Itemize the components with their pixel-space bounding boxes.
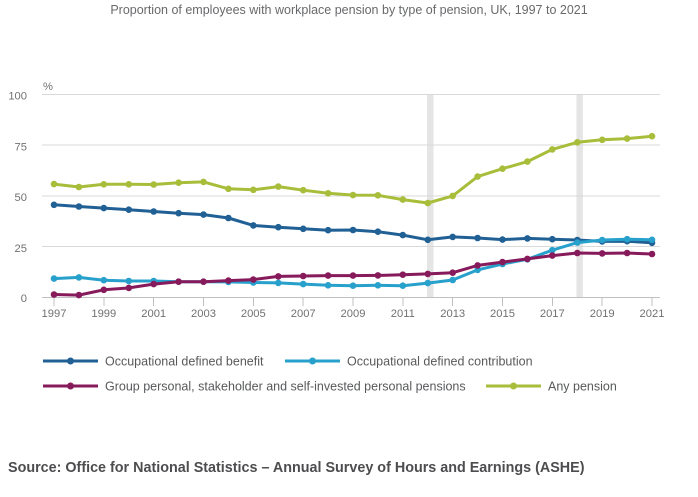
svg-text:Any pension: Any pension [548,379,617,393]
svg-text:1997: 1997 [42,308,67,320]
svg-text:2015: 2015 [490,308,515,320]
svg-text:100: 100 [8,91,27,103]
svg-text:Occupational defined benefit: Occupational defined benefit [105,354,264,368]
svg-text:Occupational defined contribut: Occupational defined contribution [347,354,533,368]
svg-text:2007: 2007 [291,308,316,320]
svg-text:2011: 2011 [391,308,415,320]
svg-text:%: % [43,81,53,93]
svg-text:2019: 2019 [590,308,615,320]
svg-text:Group personal, stakeholder an: Group personal, stakeholder and self-inv… [105,379,466,393]
svg-text:0: 0 [21,293,27,305]
svg-text:Source: Office for National St: Source: Office for National Statistics –… [8,460,585,476]
svg-text:2009: 2009 [341,308,366,320]
svg-text:2003: 2003 [191,308,216,320]
svg-text:2005: 2005 [241,308,266,320]
svg-text:1999: 1999 [91,308,116,320]
svg-text:2001: 2001 [141,308,166,320]
svg-text:50: 50 [15,192,27,204]
svg-text:2021: 2021 [640,308,665,320]
svg-text:Proportion of employees with w: Proportion of employees with workplace p… [110,3,587,17]
svg-text:25: 25 [15,243,27,255]
svg-text:75: 75 [15,141,27,153]
svg-text:2017: 2017 [540,308,565,320]
svg-text:2013: 2013 [440,308,465,320]
